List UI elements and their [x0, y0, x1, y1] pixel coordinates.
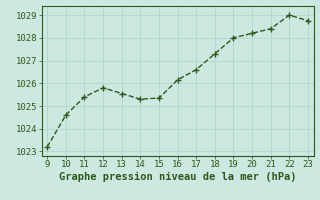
X-axis label: Graphe pression niveau de la mer (hPa): Graphe pression niveau de la mer (hPa): [59, 172, 296, 182]
